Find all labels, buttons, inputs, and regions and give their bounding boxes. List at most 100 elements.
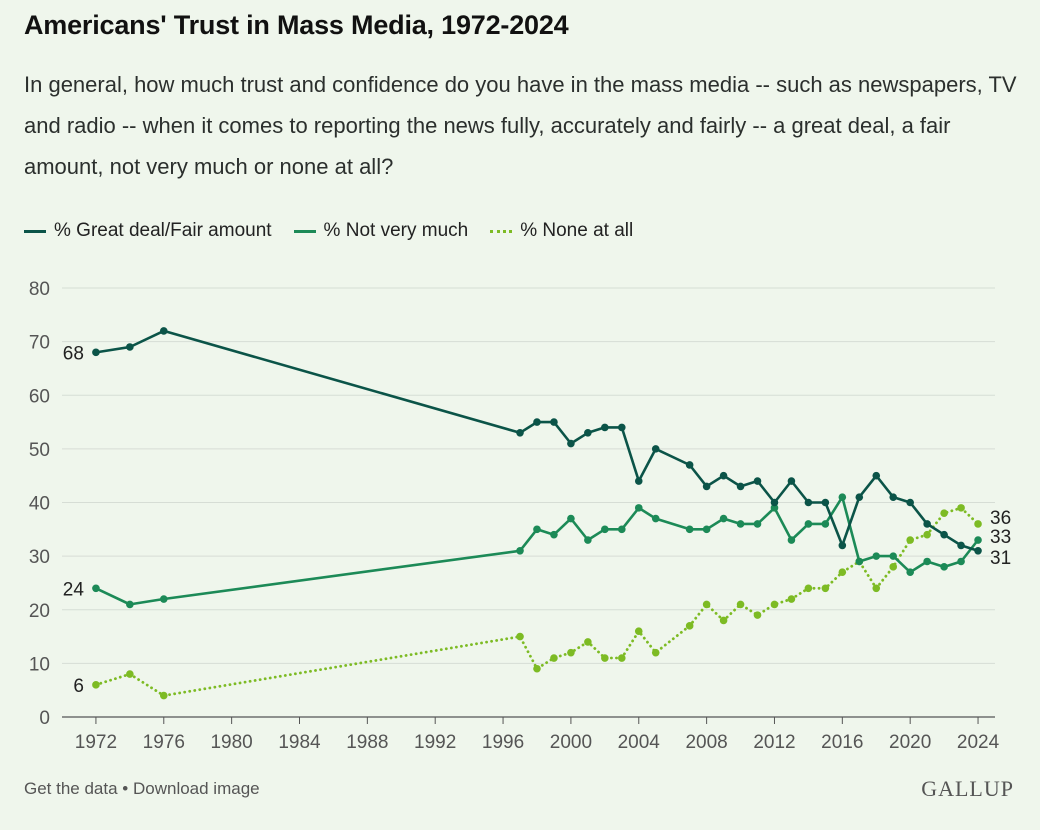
- data-point-series-2: [618, 654, 626, 662]
- data-point-series-1: [618, 525, 626, 534]
- footer-links: Get the data • Download image: [24, 779, 260, 799]
- data-point-series-1: [533, 525, 541, 534]
- data-point-series-0: [567, 439, 575, 448]
- data-point-series-0: [516, 428, 524, 437]
- data-point-series-1: [584, 536, 592, 544]
- legend-item-none: % None at all: [490, 220, 633, 242]
- data-point-series-1: [685, 525, 694, 534]
- data-point-series-0: [584, 428, 592, 437]
- legend-swatch-not-very-much: [293, 229, 316, 233]
- data-point-series-2: [685, 622, 694, 630]
- data-point-series-0: [651, 445, 660, 453]
- legend-swatch-none: [490, 229, 513, 233]
- data-point-series-0: [618, 423, 626, 432]
- data-label: 36: [990, 508, 1011, 529]
- x-tick-label: 2024: [957, 732, 1000, 753]
- data-point-series-0: [872, 471, 881, 480]
- x-tick-label: 1972: [75, 732, 117, 753]
- line-chart: 0 10 20 30 40 50 60 70 80 1972 1976 1980 1984 1988 199…: [29, 279, 1011, 753]
- legend-label-none: % None at all: [520, 220, 634, 241]
- data-point-series-2: [957, 504, 965, 512]
- data-point-series-1: [516, 546, 524, 555]
- data-point-series-0: [92, 348, 100, 357]
- data-point-series-2: [821, 584, 830, 593]
- data-point-series-1: [126, 600, 134, 609]
- data-label: 24: [63, 579, 85, 600]
- data-point-series-0: [923, 520, 931, 528]
- y-tick-label: 30: [29, 547, 50, 568]
- data-point-series-0: [685, 461, 694, 469]
- legend-item-not-very-much: % Not very much: [293, 220, 469, 242]
- data-point-series-2: [872, 584, 881, 593]
- data-point-series-1: [634, 504, 643, 512]
- data-point-series-1: [736, 520, 745, 528]
- x-tick-label: 2000: [550, 732, 592, 753]
- data-point-series-1: [923, 557, 931, 566]
- data-point-series-2: [584, 638, 592, 646]
- y-tick-label: 60: [29, 386, 50, 407]
- data-point-series-0: [804, 498, 813, 507]
- data-point-series-0: [889, 493, 898, 501]
- data-point-series-2: [923, 530, 931, 539]
- get-data-link[interactable]: Get the data: [24, 779, 118, 798]
- data-point-series-0: [736, 482, 745, 491]
- data-point-series-2: [753, 611, 762, 619]
- data-point-series-1: [974, 536, 982, 544]
- data-point-series-0: [159, 327, 168, 335]
- data-point-series-0: [753, 477, 762, 485]
- y-tick-label: 40: [29, 494, 50, 515]
- x-tick-label: 1988: [346, 732, 388, 753]
- y-tick-label: 10: [29, 654, 50, 675]
- data-point-series-1: [787, 536, 796, 544]
- download-image-link[interactable]: Download image: [132, 779, 260, 798]
- data-point-series-2: [159, 691, 168, 700]
- data-point-series-1: [550, 530, 558, 539]
- chart-subtitle: In general, how much trust and confidenc…: [24, 72, 1017, 179]
- legend-label-not-very-much: % Not very much: [323, 220, 469, 241]
- data-point-series-2: [838, 568, 847, 577]
- data-point-series-0: [855, 493, 864, 501]
- data-point-series-2: [719, 616, 728, 625]
- data-point-series-1: [804, 520, 813, 528]
- x-tick-label: 1980: [210, 732, 252, 753]
- data-point-series-1: [92, 584, 100, 593]
- data-point-series-0: [838, 541, 847, 550]
- footer-separator: •: [117, 779, 133, 798]
- data-point-series-0: [126, 343, 134, 351]
- data-point-series-1: [753, 520, 762, 528]
- data-label: 6: [73, 676, 84, 697]
- data-point-series-1: [567, 514, 575, 523]
- data-point-series-1: [821, 520, 830, 528]
- data-point-series-1: [957, 557, 965, 566]
- legend-item-great-deal: % Great deal/Fair amount: [24, 220, 272, 242]
- data-point-series-0: [533, 418, 541, 426]
- data-label: 33: [990, 527, 1011, 548]
- data-label: 31: [990, 548, 1011, 569]
- x-tick-label: 2012: [753, 732, 795, 753]
- data-point-series-2: [940, 509, 948, 518]
- y-tick-label: 0: [39, 708, 50, 729]
- x-tick-label: 2016: [821, 732, 863, 753]
- data-point-series-1: [651, 514, 660, 523]
- data-point-series-0: [770, 498, 779, 507]
- x-tick-label: 2008: [685, 732, 727, 753]
- data-point-series-2: [906, 536, 914, 544]
- data-point-series-1: [906, 568, 914, 577]
- data-point-series-2: [634, 627, 643, 635]
- data-point-series-2: [550, 654, 558, 662]
- data-point-series-1: [940, 563, 948, 571]
- data-point-series-0: [957, 541, 965, 550]
- data-point-series-1: [838, 493, 847, 501]
- y-tick-label: 80: [29, 279, 50, 300]
- data-point-series-1: [872, 552, 881, 560]
- data-point-series-0: [601, 423, 609, 432]
- data-point-series-2: [736, 600, 745, 609]
- x-tick-label: 1984: [278, 732, 321, 753]
- data-point-series-2: [770, 600, 779, 609]
- data-point-series-2: [533, 664, 541, 673]
- legend-swatch-great-deal: [24, 229, 46, 233]
- data-point-series-1: [770, 504, 779, 512]
- data-point-series-0: [719, 471, 728, 480]
- data-point-series-1: [702, 525, 711, 534]
- x-tick-label: 2020: [889, 732, 931, 753]
